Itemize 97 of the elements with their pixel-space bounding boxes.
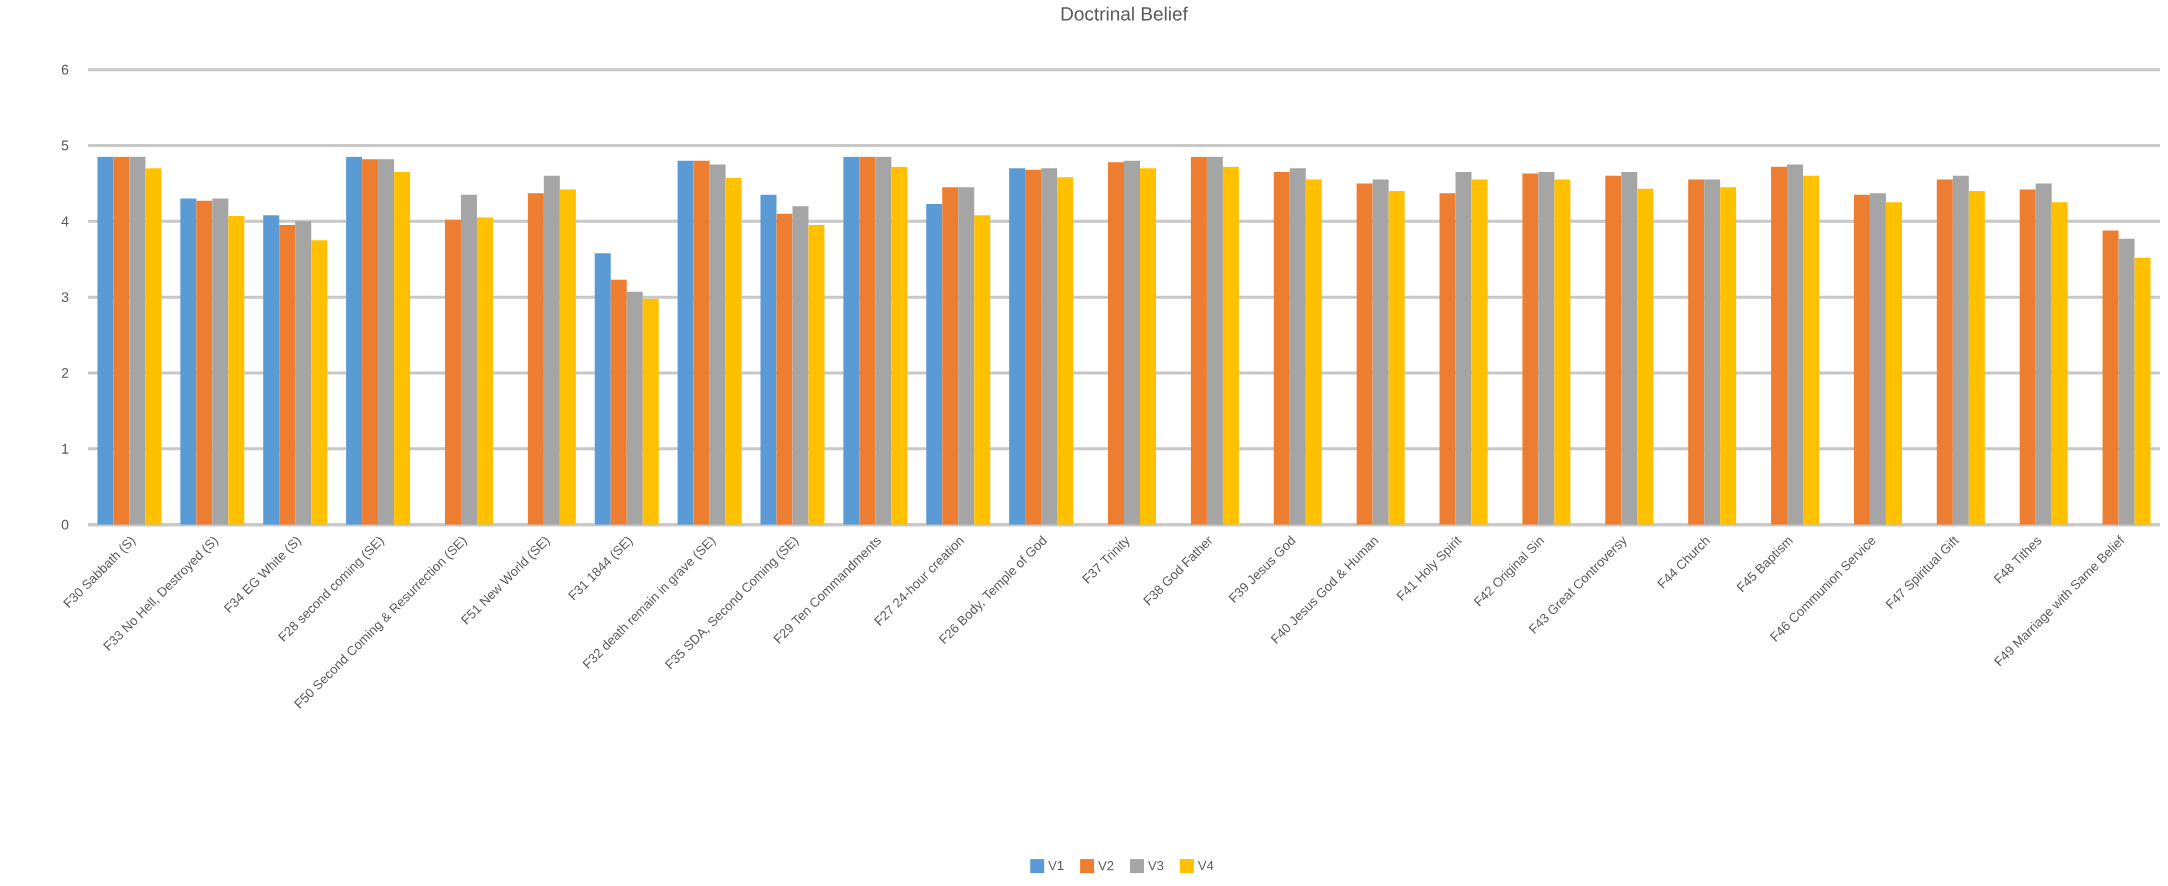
y-tick-label: 5	[61, 140, 69, 151]
bar	[1538, 172, 1555, 525]
bar	[2102, 230, 2119, 525]
bar	[926, 204, 943, 525]
bar	[875, 157, 892, 525]
bar	[444, 219, 461, 525]
bar	[295, 221, 312, 525]
bar	[1108, 162, 1124, 525]
bar	[1885, 202, 1902, 525]
bar	[1704, 179, 1721, 525]
bar	[1522, 173, 1539, 525]
bar	[145, 168, 162, 525]
bar	[113, 157, 130, 525]
bar	[346, 157, 363, 525]
bar	[1787, 164, 1804, 525]
bar	[610, 279, 627, 525]
bar	[1771, 166, 1788, 525]
bar	[362, 159, 379, 525]
y-tick-label: 1	[62, 444, 69, 454]
bar	[626, 292, 643, 525]
bar	[129, 157, 146, 525]
bar	[942, 187, 959, 525]
bar	[263, 215, 280, 525]
bar	[228, 216, 245, 525]
bar	[1124, 160, 1141, 525]
bar	[1637, 188, 1654, 525]
bar	[891, 166, 908, 525]
bar	[1720, 187, 1737, 525]
bar	[279, 225, 296, 525]
chart-title: Doctrinal Belief	[1061, 6, 1188, 21]
bar	[476, 217, 493, 525]
bar	[1356, 183, 1373, 525]
bar	[1439, 193, 1456, 525]
bar	[1289, 168, 1306, 525]
bar	[843, 157, 860, 525]
bar	[2134, 257, 2151, 525]
legend-label: V2	[1098, 861, 1114, 871]
bar	[1025, 169, 1042, 525]
bar	[1621, 172, 1638, 525]
bar	[958, 187, 975, 525]
bar	[180, 198, 197, 525]
bar	[527, 193, 544, 525]
bar	[1041, 168, 1058, 525]
bar	[2051, 202, 2068, 525]
bar	[1605, 175, 1622, 525]
bar	[1273, 172, 1290, 525]
legend-label: V3	[1148, 861, 1164, 871]
bar	[1372, 179, 1389, 525]
bar	[97, 157, 114, 525]
bar	[1869, 193, 1886, 525]
bar	[311, 240, 328, 525]
y-tick-label: 6	[61, 64, 69, 75]
bar	[1853, 194, 1870, 525]
legend-label: V1	[1048, 861, 1064, 871]
bar	[1190, 157, 1207, 525]
bar	[974, 215, 991, 525]
bar	[677, 160, 694, 525]
bar	[1936, 179, 1953, 525]
bar	[2019, 189, 2036, 525]
bar	[378, 159, 395, 525]
bar	[196, 201, 213, 525]
bar	[1140, 168, 1157, 525]
y-tick-label: 4	[61, 216, 69, 227]
bar	[859, 157, 876, 525]
bar	[394, 172, 411, 525]
bar	[792, 206, 809, 525]
y-tick-label: 2	[61, 368, 69, 379]
bar	[776, 213, 793, 525]
bar	[1009, 168, 1026, 525]
bar	[1471, 179, 1488, 525]
bar	[1057, 177, 1074, 525]
bar	[709, 164, 726, 525]
bar	[808, 225, 825, 525]
bar	[1952, 175, 1969, 525]
bar	[2118, 238, 2135, 525]
bar	[594, 253, 611, 525]
bar	[1968, 191, 1985, 525]
bar	[1455, 172, 1472, 525]
bar	[212, 198, 229, 525]
bar	[543, 175, 560, 525]
bar	[1222, 166, 1239, 525]
bar	[642, 298, 659, 525]
bar	[1554, 179, 1571, 525]
y-tick-label: 0	[61, 519, 69, 530]
bar	[1803, 175, 1820, 525]
bar	[559, 189, 576, 525]
bar	[725, 178, 742, 525]
bar	[1305, 179, 1322, 525]
bar	[1206, 157, 1223, 525]
bar	[460, 194, 477, 525]
bar	[2035, 183, 2052, 525]
y-tick-label: 3	[61, 292, 69, 303]
bar	[693, 160, 710, 525]
bar	[1688, 179, 1705, 525]
legend-label: V4	[1197, 861, 1214, 871]
bar	[1388, 191, 1405, 525]
bar	[760, 194, 777, 525]
